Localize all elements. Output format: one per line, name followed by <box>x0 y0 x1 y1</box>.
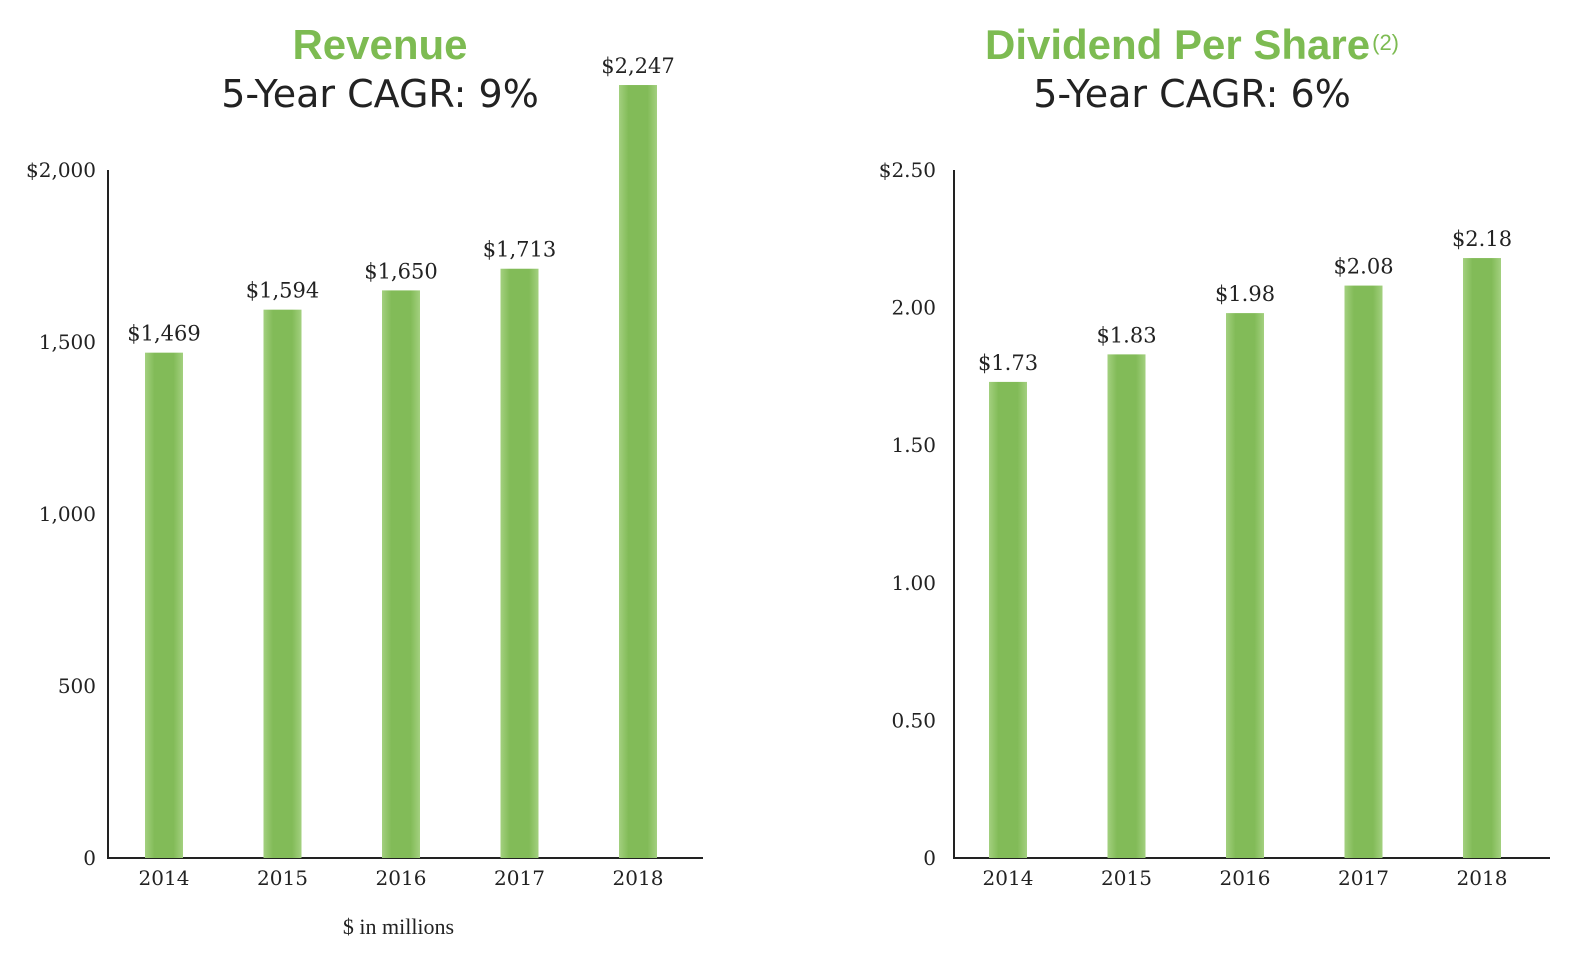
revenue-x-tick-label-2015: 2015 <box>257 866 308 890</box>
revenue-value-label-2015: $1,594 <box>246 279 319 303</box>
revenue-bar-2016 <box>382 290 420 858</box>
dividend-y-tick-label: 1.00 <box>891 571 936 595</box>
revenue-bar-2015 <box>263 309 302 858</box>
revenue-units-note: $ in millions <box>342 914 455 939</box>
revenue-value-label-2014: $1,469 <box>127 322 200 346</box>
revenue-y-tick-label: $2,000 <box>26 158 96 182</box>
dividend-bar-2014 <box>989 381 1027 858</box>
revenue-value-label-2017: $1,713 <box>483 238 556 262</box>
dividend-y-tick-label: 0 <box>923 846 936 870</box>
dividend-y-tick-label: 2.00 <box>891 296 936 320</box>
dividend-value-label-2018: $2.18 <box>1452 227 1512 251</box>
dividend-value-label-2014: $1.73 <box>978 351 1038 375</box>
revenue-y-tick-label: 1,000 <box>39 502 96 526</box>
revenue-bar-2017 <box>500 268 539 858</box>
revenue-y-tick-label: 0 <box>83 846 96 870</box>
dividend-bar-2018 <box>1463 258 1501 859</box>
dividend-title-footnote-marker: (2) <box>1372 30 1400 55</box>
revenue-y-tick-label: 500 <box>58 674 96 698</box>
dividend-x-tick-label-2016: 2016 <box>1220 866 1271 890</box>
dividend-bar-2017 <box>1344 285 1383 859</box>
dividend-bar-2016 <box>1226 313 1264 858</box>
dividend-x-tick-label-2017: 2017 <box>1338 866 1389 890</box>
dividend-y-tick-label: 1.50 <box>891 433 936 457</box>
revenue-value-label-2016: $1,650 <box>364 259 437 283</box>
dividend-y-tick-label: 0.50 <box>891 708 936 732</box>
dividend-bar-chart: 0 0.50 1.00 1.50 2.00 $2.50 $1.73 2014 $1.83 2015… <box>879 158 1550 890</box>
dividend-value-label-2015: $1.83 <box>1096 323 1156 347</box>
revenue-y-tick-label: 1,500 <box>39 330 96 354</box>
revenue-x-tick-label-2016: 2016 <box>376 866 427 890</box>
dividend-bar-2015 <box>1107 354 1146 858</box>
revenue-bar-2018 <box>619 85 657 859</box>
dividend-title-text: Dividend Per Share <box>984 21 1371 68</box>
dividend-chart-title: Dividend Per Share(2) <box>800 20 1584 70</box>
revenue-chart-panel: Revenue 5-Year CAGR: 9% 0 500 1,000 1,500 $2… <box>0 0 760 974</box>
dividend-x-tick-label-2014: 2014 <box>983 866 1034 890</box>
revenue-x-tick-label-2017: 2017 <box>494 866 545 890</box>
dividend-chart-subtitle: 5-Year CAGR: 6% <box>1033 72 1351 116</box>
revenue-title-text: Revenue <box>292 21 468 68</box>
revenue-x-tick-label-2014: 2014 <box>139 866 190 890</box>
revenue-bar-chart: 0 500 1,000 1,500 $2,000 $1,469 2014 $1,594 2015… <box>26 54 703 890</box>
dividend-value-label-2016: $1.98 <box>1215 282 1275 306</box>
dividend-value-label-2017: $2.08 <box>1333 255 1393 279</box>
revenue-bar-2014 <box>145 352 183 858</box>
revenue-chart-subtitle: 5-Year CAGR: 9% <box>221 72 539 116</box>
dividend-x-tick-label-2018: 2018 <box>1457 866 1508 890</box>
revenue-value-label-2018: $2,247 <box>601 54 674 78</box>
revenue-x-tick-label-2018: 2018 <box>613 866 664 890</box>
revenue-chart-title: Revenue <box>0 20 760 70</box>
dividend-y-tick-label: $2.50 <box>879 158 936 182</box>
dividend-x-tick-label-2015: 2015 <box>1101 866 1152 890</box>
